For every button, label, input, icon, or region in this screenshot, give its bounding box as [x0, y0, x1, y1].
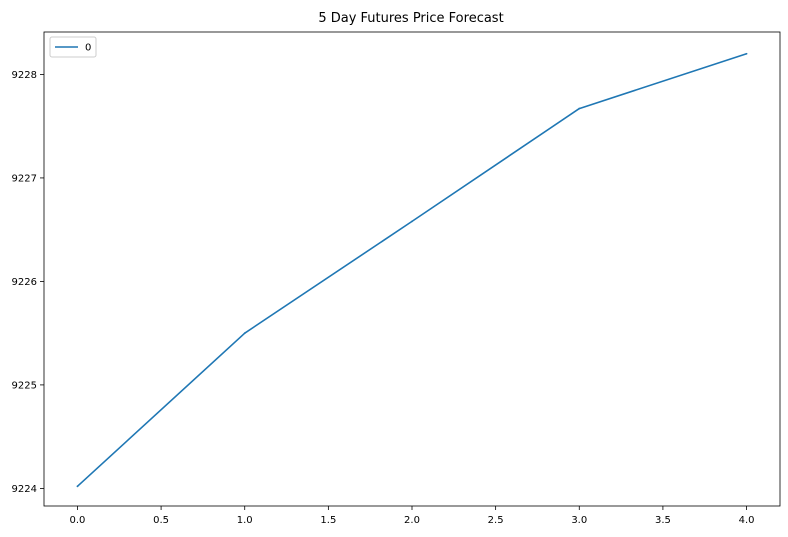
x-tick-label: 0.5 — [153, 515, 169, 526]
x-tick-label: 1.0 — [237, 515, 253, 526]
x-tick-label: 3.5 — [655, 515, 671, 526]
data-point — [745, 52, 748, 55]
y-tick-label: 9227 — [12, 173, 37, 184]
x-axis-ticks: 0.0 0.5 1.0 1.5 2.0 2.5 3.0 3.5 4.0 — [70, 506, 755, 526]
y-tick-label: 9226 — [12, 277, 37, 288]
x-tick-label: 2.0 — [404, 515, 420, 526]
data-point — [578, 107, 581, 110]
legend-label: 0 — [85, 43, 91, 54]
x-tick-label: 2.5 — [488, 515, 504, 526]
series-layer — [76, 52, 748, 488]
data-point — [76, 485, 79, 488]
x-tick-label: 0.0 — [70, 515, 86, 526]
data-point — [243, 332, 246, 335]
y-tick-label: 9224 — [12, 484, 37, 495]
y-axis-ticks: 9224 9225 9226 9227 9228 — [12, 70, 44, 495]
plot-frame — [43, 31, 781, 507]
x-tick-label: 3.0 — [571, 515, 587, 526]
x-tick-label: 4.0 — [739, 515, 755, 526]
chart-title: 5 Day Futures Price Forecast — [318, 11, 503, 26]
y-tick-label: 9225 — [12, 380, 37, 391]
x-tick-label: 1.5 — [320, 515, 336, 526]
data-point — [411, 220, 413, 223]
y-tick-label: 9228 — [12, 70, 37, 81]
legend: 0 — [49, 36, 97, 58]
